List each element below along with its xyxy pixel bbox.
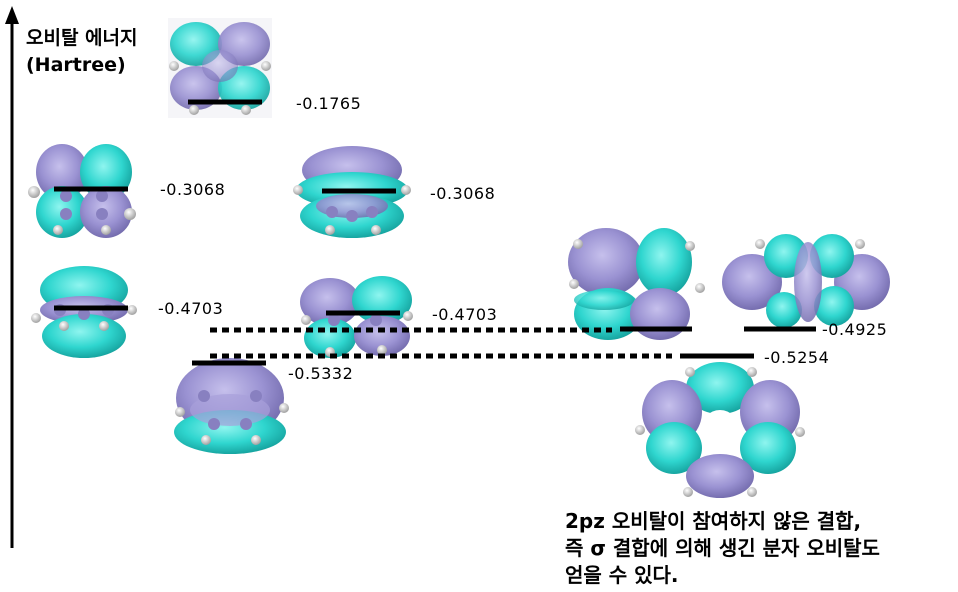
orbital-lobes-level-1 bbox=[168, 18, 272, 118]
orbital-lobes-level-7a bbox=[568, 228, 705, 340]
orbital-lobes-level-4 bbox=[31, 266, 137, 358]
energy-label-2: -0.3068 bbox=[160, 180, 226, 199]
orbital-lobes-level-2 bbox=[28, 144, 136, 238]
caption-line-1: 2pz 오비탈이 참여하지 않은 결합, bbox=[565, 509, 862, 533]
caption-line-3: 얻을 수 있다. bbox=[565, 563, 679, 587]
axis-title-unit: (Hartree) bbox=[26, 54, 126, 76]
energy-axis-arrow-icon bbox=[5, 6, 19, 24]
energy-label-1: -0.1765 bbox=[296, 94, 362, 113]
energy-label-4: -0.4703 bbox=[158, 299, 224, 318]
axis-title-energy: 오비탈 에너지 bbox=[26, 27, 138, 49]
orbital-lobes-level-8 bbox=[635, 362, 805, 498]
caption-line-2: 즉 σ 결합에 의해 생긴 분자 오비탈도 bbox=[565, 536, 880, 560]
energy-label-8: -0.5254 bbox=[764, 348, 830, 367]
caption-note: 2pz 오비탈이 참여하지 않은 결합, 즉 σ 결합에 의해 생긴 분자 오비… bbox=[565, 508, 880, 589]
energy-label-7: -0.4925 bbox=[822, 320, 888, 339]
energy-label-3: -0.3068 bbox=[430, 184, 496, 203]
orbital-lobes-level-5 bbox=[300, 276, 413, 358]
energy-label-5: -0.4703 bbox=[432, 305, 498, 324]
energy-label-6: -0.5332 bbox=[288, 364, 354, 383]
orbital-lobes-level-7b bbox=[722, 234, 890, 328]
orbital-lobes-level-6 bbox=[174, 358, 289, 454]
